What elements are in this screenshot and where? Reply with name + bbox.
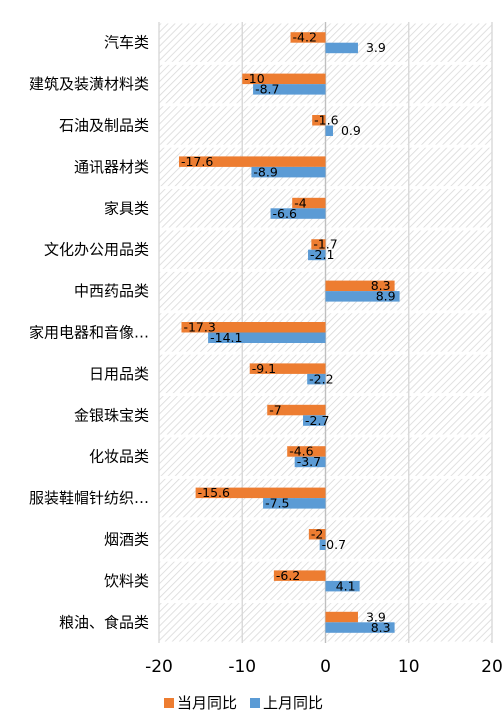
data-label: -2 <box>311 527 323 542</box>
bar <box>319 539 326 550</box>
data-label: -0.7 <box>322 537 346 552</box>
data-label: -17.3 <box>183 320 215 335</box>
bar <box>253 84 326 95</box>
legend-swatch <box>164 698 174 708</box>
category-label: 化妆品类 <box>89 448 149 466</box>
category-label: 建筑及装潢材料类 <box>29 75 149 93</box>
bar <box>308 249 326 261</box>
bar <box>267 404 326 416</box>
data-label: 3.9 <box>366 40 386 55</box>
x-tick-label: 0 <box>320 657 331 677</box>
data-label: 4.1 <box>336 578 356 593</box>
data-label: -6.6 <box>273 206 297 221</box>
data-label: -17.6 <box>181 154 213 169</box>
category-label: 汽车类 <box>104 34 149 52</box>
bar <box>308 529 326 540</box>
legend-label: 上月同比 <box>263 694 323 712</box>
bar <box>311 239 326 250</box>
bar <box>325 280 395 292</box>
data-label: -1.7 <box>313 237 337 252</box>
category-label: 家具类 <box>104 199 149 217</box>
bar <box>292 197 326 209</box>
data-label: -8.7 <box>255 82 279 97</box>
legend-swatch <box>250 698 260 708</box>
category-label: 中西药品类 <box>74 282 149 300</box>
x-tick-label: 10 <box>398 657 420 677</box>
data-label: -2.2 <box>309 371 333 386</box>
data-label: -3.7 <box>297 454 321 469</box>
category-label: 服装鞋帽针纺织… <box>29 489 149 507</box>
bar <box>195 487 326 499</box>
data-label: -6.2 <box>276 568 300 583</box>
category-label: 粮油、食品类 <box>59 613 149 631</box>
bar <box>312 115 326 126</box>
data-label: 3.9 <box>366 609 386 624</box>
data-label: -14.1 <box>210 330 242 345</box>
category-label: 文化办公用品类 <box>44 241 149 259</box>
bar <box>178 156 326 167</box>
data-label: -4 <box>294 195 307 210</box>
x-tick-label: -10 <box>228 657 256 677</box>
category-label: 通讯器材类 <box>74 158 149 176</box>
data-label: -1.6 <box>314 113 338 128</box>
category-label: 烟酒类 <box>104 531 149 549</box>
category-label: 日用品类 <box>89 365 149 383</box>
data-label: -2.1 <box>310 247 334 262</box>
x-tick-label: 20 <box>481 657 502 677</box>
bar <box>249 363 326 374</box>
bar <box>325 42 358 54</box>
bar <box>325 291 400 302</box>
data-label: 8.9 <box>376 289 396 304</box>
data-label: -10 <box>244 71 264 86</box>
legend-label: 当月同比 <box>177 694 237 712</box>
bar <box>273 570 326 581</box>
data-label: -4.2 <box>293 30 317 45</box>
bar <box>270 208 326 219</box>
data-label: -2.7 <box>305 413 329 428</box>
data-label: -7 <box>269 402 281 417</box>
data-label: -4.6 <box>289 444 313 459</box>
data-label: -9.1 <box>252 361 276 376</box>
bar <box>242 73 326 85</box>
data-label: -7.5 <box>265 496 289 511</box>
bar <box>208 332 326 343</box>
data-label: 8.3 <box>371 620 391 635</box>
bar <box>294 456 326 468</box>
bar <box>263 498 326 509</box>
bar <box>325 125 333 136</box>
category-label: 金银珠宝类 <box>74 406 149 424</box>
x-tick-label: -20 <box>145 657 173 677</box>
data-label: 8.3 <box>371 278 391 293</box>
bar <box>287 446 326 457</box>
bar <box>307 373 326 385</box>
bar <box>325 611 358 623</box>
category-label: 石油及制品类 <box>59 117 149 135</box>
category-label: 家用电器和音像… <box>29 324 149 342</box>
bar <box>325 580 360 592</box>
bar <box>290 32 326 43</box>
bar <box>325 622 395 633</box>
bar <box>251 166 326 178</box>
category-label: 饮料类 <box>104 572 149 590</box>
bar <box>303 415 326 426</box>
data-label: -8.9 <box>253 164 277 179</box>
bar <box>181 322 326 333</box>
data-label: 0.9 <box>341 123 361 138</box>
data-label: -15.6 <box>198 485 230 500</box>
